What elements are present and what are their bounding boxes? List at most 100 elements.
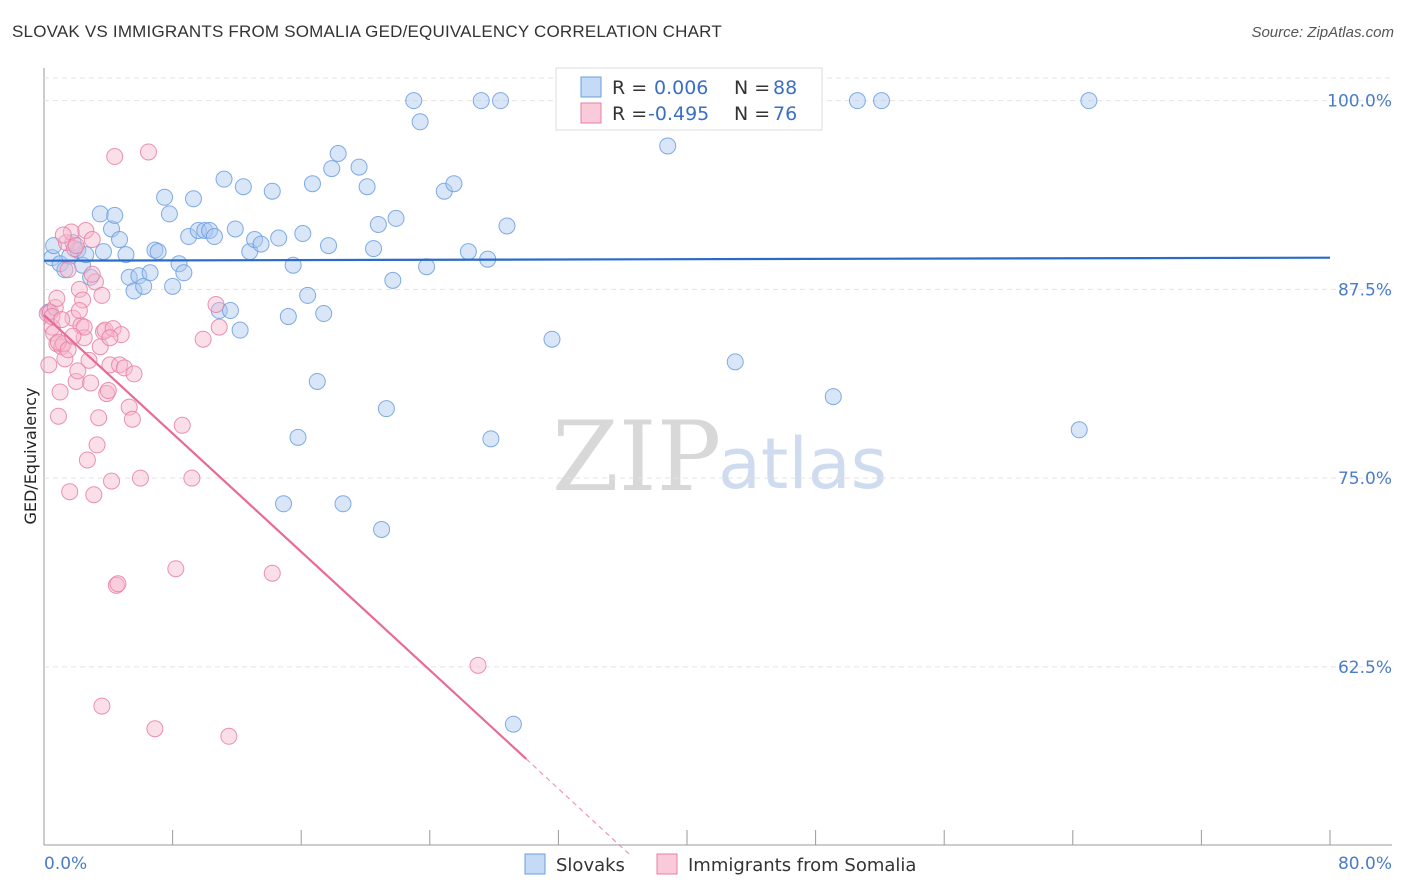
- point-somalia: [48, 289, 66, 307]
- point-somalia: [80, 351, 98, 369]
- trend-line-somalia-extension: [525, 758, 632, 857]
- point-somalia: [112, 326, 130, 344]
- point-slovaks: [482, 430, 500, 448]
- point-somalia: [263, 564, 281, 582]
- legend-n-label-1: N =: [734, 77, 770, 99]
- legend-r-label-1: R =: [612, 77, 647, 99]
- legend-bottom-label-slovaks: Slovaks: [556, 855, 625, 876]
- point-slovaks: [180, 228, 198, 246]
- trend-lines: [43, 256, 1331, 857]
- point-slovaks: [848, 92, 866, 110]
- point-somalia: [99, 382, 117, 400]
- point-slovaks: [405, 92, 423, 110]
- point-slovaks: [111, 231, 129, 249]
- point-somalia: [131, 469, 149, 487]
- point-slovaks: [91, 205, 109, 223]
- x-ticks: [43, 830, 1331, 845]
- point-slovaks: [130, 267, 148, 285]
- point-somalia: [101, 329, 119, 347]
- point-slovaks: [492, 92, 510, 110]
- point-slovaks: [377, 400, 395, 418]
- point-somalia: [59, 341, 77, 359]
- point-slovaks: [323, 160, 341, 178]
- point-somalia: [40, 356, 58, 374]
- x-tick-label-min: 0.0%: [44, 854, 87, 874]
- point-slovaks: [358, 178, 376, 196]
- point-slovaks: [320, 237, 338, 255]
- point-slovaks: [141, 264, 159, 282]
- point-somalia: [83, 231, 101, 249]
- point-slovaks: [1070, 421, 1088, 439]
- point-slovaks: [231, 321, 249, 339]
- point-slovaks: [279, 308, 297, 326]
- trend-line-slovaks: [43, 256, 1331, 262]
- legend-r-value-1: 0.006: [654, 77, 708, 99]
- source-label: Source: ZipAtlas.com: [1251, 24, 1394, 41]
- point-slovaks: [196, 221, 214, 239]
- point-slovaks: [504, 715, 522, 733]
- point-somalia: [98, 385, 116, 403]
- point-slovaks: [164, 277, 182, 295]
- point-slovaks: [117, 246, 135, 264]
- point-somalia: [67, 237, 85, 255]
- point-slovaks: [45, 237, 63, 255]
- point-slovaks: [215, 170, 233, 188]
- point-slovaks: [384, 271, 402, 289]
- point-somalia: [88, 436, 106, 454]
- point-somalia: [146, 720, 164, 738]
- watermark-atlas: atlas: [718, 423, 887, 505]
- legend-n-value-1: 88: [773, 77, 797, 99]
- point-slovaks: [543, 330, 561, 348]
- point-somalia: [194, 330, 212, 348]
- point-somalia: [78, 451, 96, 469]
- point-somalia: [70, 280, 88, 298]
- point-slovaks: [350, 158, 368, 176]
- point-slovaks: [135, 277, 153, 295]
- point-somalia: [51, 383, 69, 401]
- point-slovaks: [289, 428, 307, 446]
- point-slovaks: [184, 190, 202, 208]
- point-slovaks: [149, 243, 167, 261]
- point-somalia: [85, 486, 103, 504]
- point-slovaks: [329, 144, 347, 162]
- point-somalia: [220, 727, 238, 745]
- point-somalia: [106, 148, 124, 166]
- point-somalia: [167, 560, 185, 578]
- point-slovaks: [873, 92, 891, 110]
- point-slovaks: [726, 353, 744, 371]
- point-somalia: [59, 261, 77, 279]
- point-somalia: [139, 143, 157, 161]
- legend-n-label-2: N =: [734, 103, 770, 125]
- point-slovaks: [498, 217, 516, 235]
- point-slovaks: [94, 243, 112, 261]
- point-somalia: [207, 295, 225, 313]
- point-somalia: [109, 575, 127, 593]
- legend-bottom-swatch-slovaks: [524, 853, 546, 875]
- point-slovaks: [418, 258, 436, 276]
- point-slovaks: [221, 302, 239, 320]
- point-somalia: [77, 221, 95, 239]
- point-slovaks: [156, 188, 174, 206]
- point-slovaks: [303, 175, 321, 193]
- point-somalia: [469, 656, 487, 674]
- point-slovaks: [82, 268, 100, 286]
- legend-n-value-2: 76: [773, 103, 797, 125]
- point-somalia: [173, 416, 191, 434]
- legend-bottom: Slovaks Immigrants from Somalia: [524, 853, 916, 876]
- point-slovaks: [205, 228, 223, 246]
- watermark-zip: ZIP: [552, 401, 721, 513]
- legend-bottom-label-somalia: Immigrants from Somalia: [688, 855, 916, 876]
- point-somalia: [61, 483, 79, 501]
- point-somalia: [82, 374, 100, 392]
- trend-line-somalia: [43, 314, 527, 760]
- point-slovaks: [369, 215, 387, 233]
- y-axis-label: GED/Equivalency: [21, 387, 40, 524]
- point-somalia: [49, 407, 67, 425]
- legend-swatch-slovaks: [580, 76, 602, 98]
- point-somalia: [66, 240, 84, 258]
- y-tick-label: 75.0%: [1338, 469, 1392, 489]
- point-slovaks: [106, 206, 124, 224]
- y-tick-label: 87.5%: [1338, 280, 1392, 300]
- point-slovaks: [299, 286, 317, 304]
- gridlines: [44, 77, 1392, 668]
